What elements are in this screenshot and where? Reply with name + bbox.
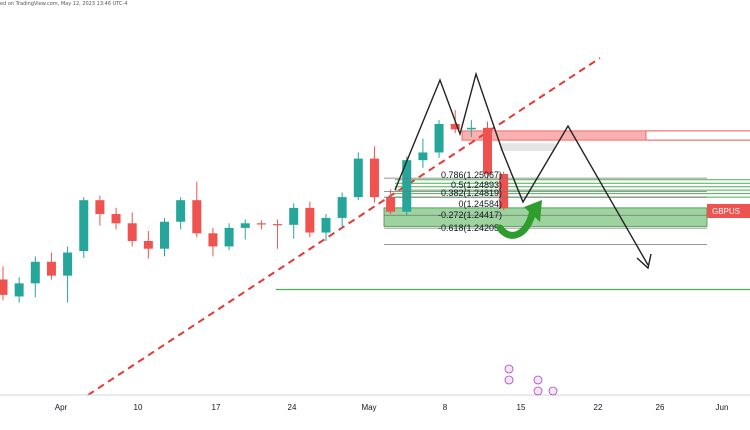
candle-body [111, 214, 121, 224]
fib-level-label: 0.786(1.25067) [441, 170, 502, 180]
ascending-trendline [87, 57, 601, 396]
candle-body [273, 224, 283, 226]
x-tick-label: 17 [212, 403, 221, 412]
event-marker-icon [533, 375, 543, 385]
candle-body [256, 223, 266, 225]
x-tick-label: May [361, 403, 376, 412]
candle-body [305, 207, 315, 233]
candle-body [466, 127, 476, 130]
price-tag [707, 204, 750, 218]
candle-body [127, 223, 137, 241]
candle-body [289, 207, 299, 225]
time-axis: Apr 10 17 24 May 8 15 22 26 Jun [0, 364, 750, 412]
candle-body [240, 223, 250, 228]
green-arrowhead [524, 200, 542, 222]
x-tick-label: 8 [443, 403, 448, 412]
candle-body [79, 200, 89, 252]
fibonacci: 0.786(1.25067)0.5(1.24893)0.382(1.24819)… [384, 170, 707, 245]
event-marker-icon [533, 386, 543, 396]
price-tag-group: GBPUS [707, 204, 750, 218]
candle-body [402, 160, 412, 212]
fib-level-label: -0.272(1.24417) [438, 210, 502, 220]
candle-body [483, 127, 492, 175]
price-tag-label: GBPUS [712, 207, 740, 216]
candle-body [386, 197, 396, 212]
x-tick-label: Apr [55, 403, 68, 412]
candle-body [369, 158, 379, 198]
event-marker-icon [548, 386, 558, 396]
green-reversal-arrow [496, 206, 537, 239]
x-tick-label: 15 [517, 403, 526, 412]
candle-body [192, 200, 202, 234]
supply-zone [461, 130, 647, 141]
demand-zone [383, 207, 708, 227]
candle-body [450, 123, 460, 130]
x-tick-label: 24 [288, 403, 297, 412]
candle-body [499, 174, 509, 208]
candle-body [63, 252, 73, 276]
candles [0, 110, 509, 303]
candle-body [14, 283, 24, 297]
event-marker-icon [504, 364, 514, 374]
fib-level-label: 0.5(1.24893) [451, 180, 502, 190]
candle-body [418, 152, 428, 161]
trendline [87, 57, 601, 396]
candle-body [30, 261, 40, 284]
candle-body [176, 200, 186, 222]
candle-body [95, 200, 105, 215]
candle-body [0, 279, 8, 295]
event-marker-icon [504, 375, 514, 385]
grey-zone [500, 143, 555, 151]
fib-level-label: 0.382(1.24819) [441, 188, 502, 198]
projection-path [394, 71, 652, 270]
chart-header: ed on TradingView.com, May 12, 2023 13:4… [0, 1, 128, 7]
candle-body [321, 217, 331, 233]
projection-arrowhead [636, 253, 652, 270]
candle-body [46, 261, 56, 276]
fib-level-label: 0(1.24584) [458, 199, 502, 209]
candle-body [143, 241, 153, 249]
candle-body [224, 227, 234, 247]
x-tick-label: 22 [594, 403, 603, 412]
candle-body [160, 221, 169, 249]
x-tick-label: Jun [716, 403, 729, 412]
x-tick-label: 10 [134, 403, 143, 412]
fib-level-label: -0.618(1.24205) [438, 223, 502, 233]
candle-body [353, 158, 363, 198]
candle-body [434, 123, 444, 153]
x-tick-label: 26 [656, 403, 665, 412]
zones [276, 130, 750, 291]
candle-body [208, 233, 218, 247]
projection-path-line [394, 71, 649, 266]
candle-body [337, 197, 347, 218]
